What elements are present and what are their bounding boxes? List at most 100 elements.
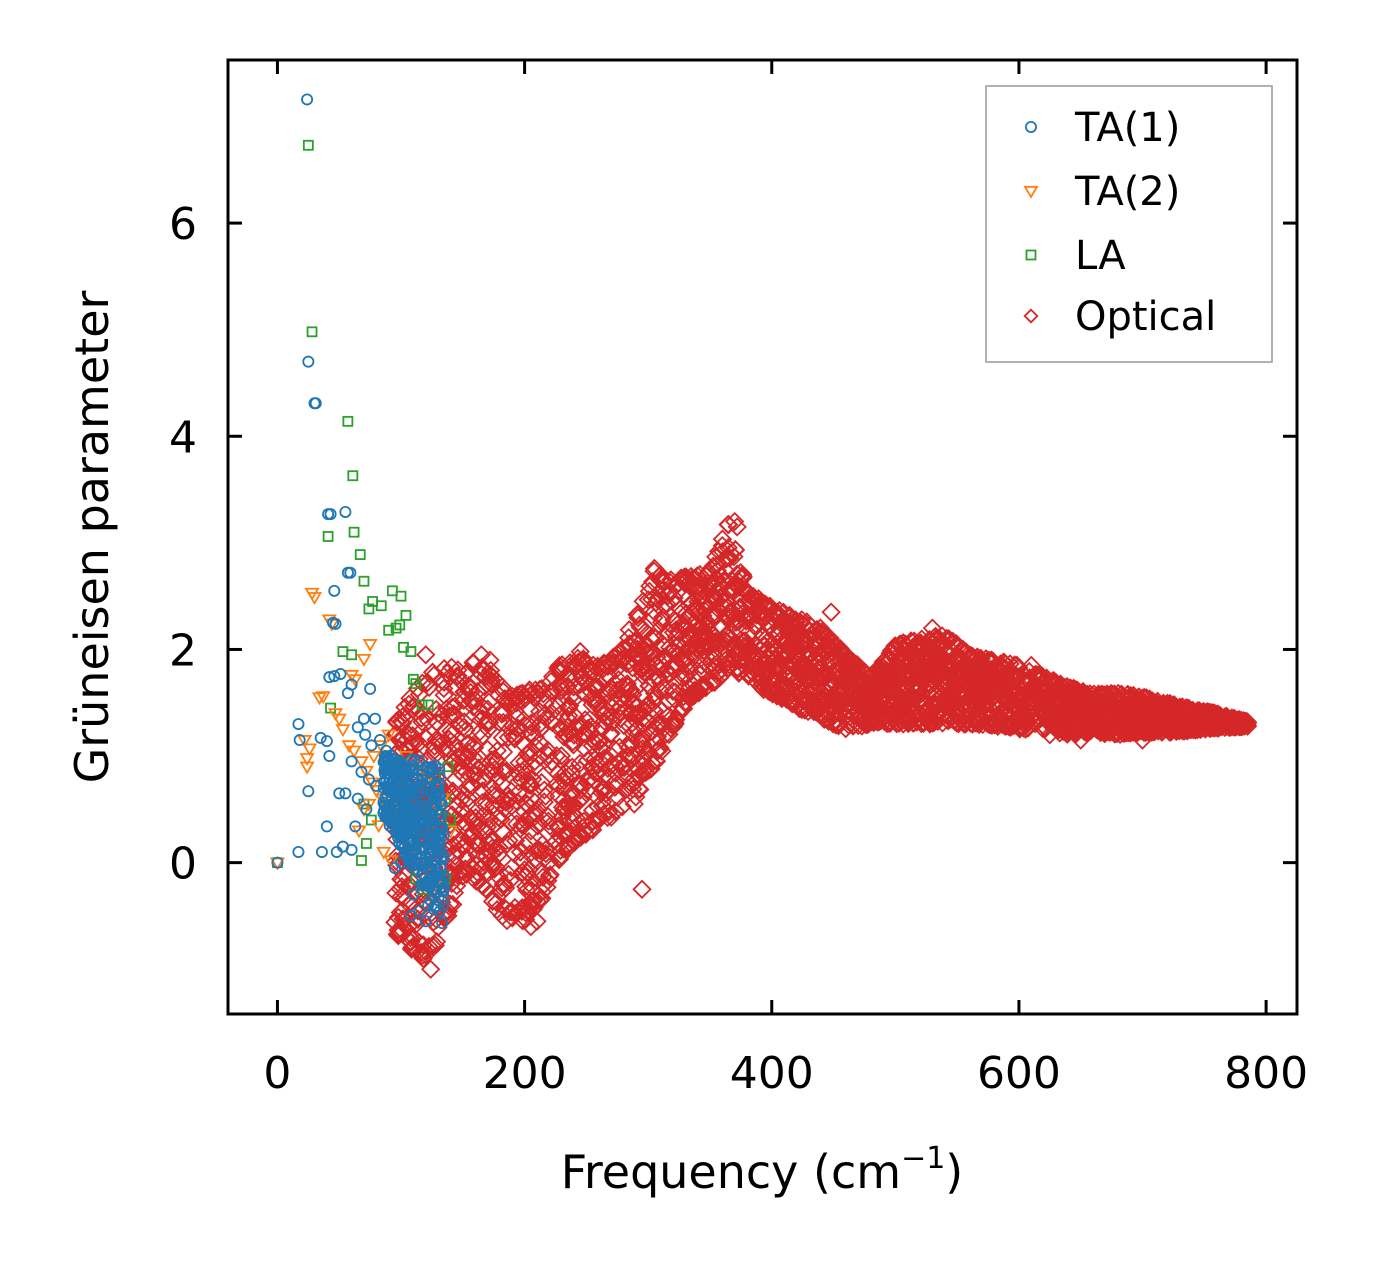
optical-point xyxy=(458,788,478,809)
optical-point xyxy=(646,751,667,771)
optical-point xyxy=(716,549,736,569)
optical-point xyxy=(709,667,730,688)
optical-point xyxy=(463,840,483,860)
optical-point xyxy=(550,673,571,693)
ta1-point xyxy=(404,909,417,922)
optical-point xyxy=(957,710,977,730)
optical-point xyxy=(981,684,1001,704)
optical-point xyxy=(1177,721,1197,741)
legend-markers xyxy=(1023,121,1039,324)
optical-point xyxy=(795,673,815,694)
optical-point xyxy=(1072,683,1093,704)
ta1-point xyxy=(271,856,284,869)
optical-point xyxy=(909,663,929,683)
optical-point xyxy=(570,780,590,801)
optical-point xyxy=(692,675,712,695)
optical-point xyxy=(464,763,484,784)
optical-point xyxy=(385,724,406,745)
optical-point xyxy=(470,701,490,722)
optical-point xyxy=(663,622,684,643)
optical-point xyxy=(909,633,929,654)
optical-point xyxy=(415,941,435,961)
ta1-point xyxy=(406,826,419,839)
optical-point xyxy=(662,657,682,677)
optical-point xyxy=(470,722,490,742)
optical-point xyxy=(955,714,975,734)
optical-point xyxy=(654,625,675,645)
ta1-point xyxy=(345,755,358,768)
optical-point xyxy=(389,730,410,750)
ta1-point xyxy=(434,813,447,826)
optical-point xyxy=(454,682,474,702)
ta1-point xyxy=(433,874,446,887)
optical-point xyxy=(650,565,671,585)
optical-point xyxy=(456,748,476,769)
optical-point xyxy=(530,701,550,722)
optical-point xyxy=(481,670,501,690)
optical-point xyxy=(636,621,656,642)
ta2-point xyxy=(335,724,351,738)
optical-point xyxy=(486,750,507,770)
optical-point xyxy=(603,705,623,726)
optical-point xyxy=(1128,687,1149,707)
optical-point xyxy=(666,709,686,730)
optical-point xyxy=(618,627,639,648)
optical-point xyxy=(962,646,983,667)
optical-point xyxy=(512,862,532,882)
x-axis-label: Frequency (cm−1) xyxy=(561,1141,964,1199)
y-axis-label: Grüneisen parameter xyxy=(65,290,119,783)
ta2-point xyxy=(301,743,318,757)
optical-point xyxy=(625,632,645,653)
ta1-point xyxy=(362,773,375,786)
y-tick-label: 4 xyxy=(169,412,197,463)
ta2-point xyxy=(383,855,399,869)
optical-point xyxy=(473,708,493,729)
ta1-point xyxy=(408,844,421,857)
optical-point xyxy=(555,724,575,745)
ta1-point xyxy=(407,888,420,901)
optical-point xyxy=(1237,716,1258,736)
ta2-point xyxy=(365,777,381,791)
optical-point xyxy=(914,667,934,687)
optical-point xyxy=(488,807,509,828)
optical-point xyxy=(795,641,816,661)
optical-point xyxy=(984,692,1004,712)
optical-point xyxy=(550,660,571,680)
optical-point xyxy=(519,859,540,880)
optical-point xyxy=(675,619,695,640)
optical-point xyxy=(885,711,905,732)
optical-point xyxy=(507,763,528,783)
ta1-point xyxy=(389,826,402,839)
optical-point xyxy=(498,864,519,884)
ta1-point xyxy=(396,818,409,831)
optical-point xyxy=(940,630,960,650)
la-point xyxy=(306,326,318,338)
optical-point xyxy=(1083,703,1104,724)
optical-point xyxy=(1185,720,1205,740)
optical-point xyxy=(622,658,643,678)
ta1-point xyxy=(432,830,445,843)
optical-point xyxy=(508,783,529,803)
optical-point xyxy=(603,652,624,672)
ta1-point xyxy=(388,861,401,874)
ta2-point xyxy=(311,692,328,706)
optical-point xyxy=(648,713,668,734)
ta1-point xyxy=(395,789,408,802)
optical-point xyxy=(718,598,738,618)
optical-point xyxy=(793,653,813,673)
legend: TA(1) TA(2) LA Optical xyxy=(985,85,1273,363)
optical-point xyxy=(945,665,966,686)
optical-point xyxy=(551,846,572,866)
optical-point xyxy=(391,886,411,907)
optical-point xyxy=(880,713,900,734)
optical-point xyxy=(482,784,502,804)
ta1-point xyxy=(360,803,373,816)
optical-point xyxy=(607,680,627,700)
optical-point xyxy=(540,864,560,885)
optical-point xyxy=(581,682,602,702)
optical-point xyxy=(512,815,532,835)
optical-point xyxy=(605,773,625,793)
ta1-point xyxy=(413,754,426,767)
optical-point xyxy=(712,536,733,556)
optical-point xyxy=(1015,697,1035,717)
